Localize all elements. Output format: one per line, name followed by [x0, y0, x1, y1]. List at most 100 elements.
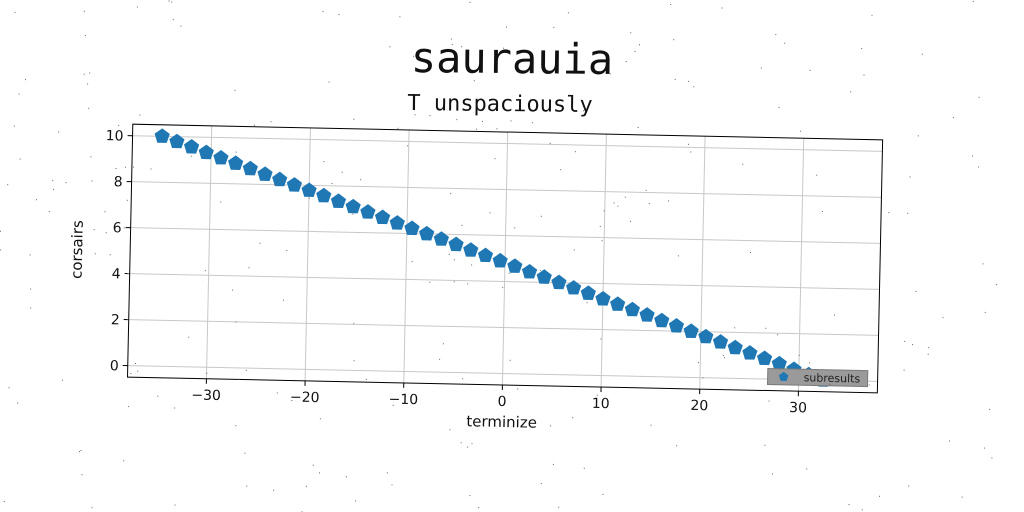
x-axis: −30 −20 −10 0 10 20 30 [191, 378, 807, 416]
y-axis-label: corsairs [68, 220, 87, 279]
speckle-dot [448, 253, 450, 255]
speckle-dot [848, 504, 850, 505]
speckle-dot [601, 240, 603, 242]
speckle-dot [87, 83, 89, 85]
speckle-dot [764, 444, 766, 446]
data-point [727, 339, 743, 355]
speckle-dot [36, 199, 37, 201]
data-point [477, 247, 494, 263]
speckle-dot [572, 417, 574, 419]
speckle-dot [338, 14, 340, 16]
data-point [404, 220, 420, 236]
speckle-dot [355, 500, 357, 502]
speckle-dot [89, 72, 91, 74]
speckle-dot [630, 32, 632, 34]
speckle-dot [235, 321, 237, 323]
speckle-dot [478, 507, 480, 509]
speckle-dot [253, 124, 255, 126]
speckle-dot [328, 81, 330, 83]
speckle-dot [540, 215, 542, 217]
x-tick-label: −20 [290, 390, 320, 407]
speckle-dot [30, 288, 32, 290]
grid-line-x [403, 129, 410, 383]
speckle-dot [0, 230, 1, 232]
speckle-dot [574, 151, 576, 153]
speckle-dot [467, 446, 469, 448]
speckle-dot [19, 158, 21, 160]
data-point [389, 215, 405, 230]
speckle-dot [414, 114, 416, 116]
speckle-dot [174, 504, 176, 506]
y-tick-label: 0 [110, 358, 119, 374]
data-point [330, 193, 347, 209]
y-axis: 0 2 4 6 8 10 [106, 128, 133, 374]
speckle-dot [879, 495, 880, 497]
speckle-dot [123, 227, 125, 229]
speckle-dot [168, 0, 170, 2]
data-point [624, 301, 640, 317]
grid-line-x [304, 127, 311, 381]
speckle-dot [996, 284, 998, 286]
data-point [198, 144, 214, 160]
speckle-dot [139, 114, 141, 116]
speckle-dot [123, 460, 125, 462]
y-tick-label: 2 [111, 312, 120, 328]
speckle-dot [972, 0, 974, 2]
speckle-dot [157, 395, 159, 397]
speckle-dot [509, 359, 511, 361]
speckle-dot [286, 250, 288, 251]
speckle-dot [88, 107, 90, 109]
speckle-dot [540, 482, 542, 484]
speckle-dot [912, 344, 914, 346]
speckle-dot [220, 201, 222, 203]
speckle-dot [567, 12, 569, 14]
speckle-dot [392, 404, 394, 406]
y-tick-label: 6 [113, 220, 122, 236]
speckle-dot [532, 122, 534, 124]
speckle-dot [871, 14, 873, 16]
speckle-dot [291, 400, 293, 401]
speckle-dot [308, 197, 310, 199]
speckle-dot [341, 171, 343, 173]
series-subresults [154, 128, 831, 387]
speckle-dot [244, 452, 246, 454]
speckle-dot [204, 270, 206, 272]
speckle-dot [29, 254, 31, 256]
data-point [213, 150, 229, 165]
speckle-dot [502, 287, 504, 289]
speckle-dot [861, 509, 863, 511]
grid-line-x [797, 138, 805, 392]
speckle-dot [637, 127, 639, 128]
speckle-dot [809, 362, 811, 364]
speckle-dot [118, 124, 120, 126]
speckle-dot [978, 166, 980, 168]
data-point [360, 204, 376, 219]
speckle-dot [80, 450, 82, 451]
data-point [742, 345, 758, 360]
data-point [536, 269, 552, 284]
speckle-dot [586, 302, 588, 304]
speckle-dot [52, 180, 54, 182]
speckle-dot [235, 151, 237, 153]
speckle-dot [137, 370, 139, 372]
speckle-dot [550, 425, 551, 427]
speckle-dot [648, 202, 650, 204]
speckle-dot [93, 229, 95, 231]
speckle-dot [190, 155, 192, 157]
speckle-dot [549, 142, 551, 144]
speckle-dot [742, 163, 744, 165]
speckle-dot [104, 211, 106, 213]
speckle-dot [273, 489, 275, 491]
data-point [668, 318, 685, 333]
speckle-dot [453, 259, 455, 261]
data-point [639, 307, 655, 322]
data-point [463, 242, 479, 257]
grid-line-x [699, 136, 706, 390]
speckle-dot [115, 168, 117, 169]
speckle-dot [259, 242, 261, 244]
speckle-dot [353, 360, 355, 362]
speckle-dot [613, 202, 615, 204]
speckle-dot [391, 484, 393, 486]
speckle-dot [602, 493, 604, 495]
